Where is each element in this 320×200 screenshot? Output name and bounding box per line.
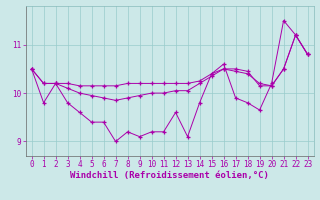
X-axis label: Windchill (Refroidissement éolien,°C): Windchill (Refroidissement éolien,°C) bbox=[70, 171, 269, 180]
